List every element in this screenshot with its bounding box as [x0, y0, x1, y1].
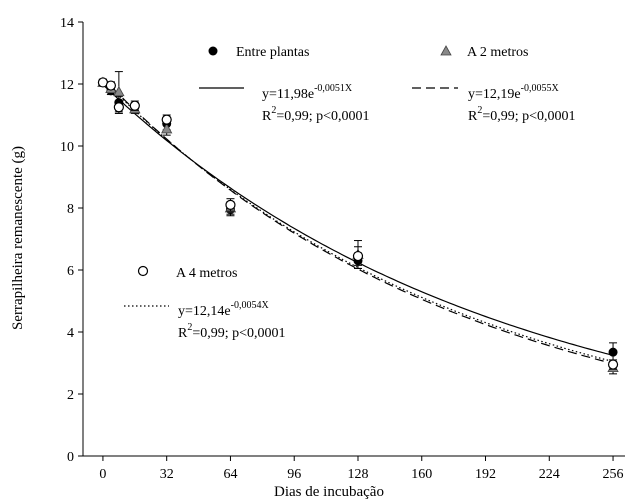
legend-r2-a-2-metros: R2=0,99; p<0,0001: [468, 105, 576, 124]
x-tick-label-96: 96: [287, 467, 301, 482]
point-s2-p4: [161, 114, 172, 125]
point-s2-p3: [129, 100, 140, 111]
legend-r2-entre-plantas: R2=0,99; p<0,0001: [262, 105, 370, 124]
point-s2-p6: [352, 250, 364, 262]
point-s2-p7: [607, 359, 619, 370]
point-s1-p4: [161, 123, 173, 134]
data-points: [97, 71, 619, 375]
legend-entry-a-4-metros: A 4 metros y=12,14e-0,0054X R2=0,99; p<0…: [124, 265, 286, 341]
legend-entry-entre-plantas: Entre plantas y=11,98e-0,0051X R2=0,99; …: [199, 45, 370, 124]
axes: 0 2 4 6 8 10 12 14 0 32 64 96 128 160 192 224 256: [60, 16, 625, 482]
x-axis-label: Dias de incubação: [274, 484, 384, 500]
legend-label-entre-plantas: Entre plantas: [236, 45, 309, 60]
y-axis-label: Serrapilheira remanescente (g): [10, 146, 26, 330]
y-tick-label-10: 10: [60, 140, 74, 155]
point-s2-p1: [105, 80, 116, 91]
legend-label-a-2-metros: A 2 metros: [467, 45, 528, 60]
legend-equation-a-4-metros: y=12,14e-0,0054X: [178, 300, 269, 319]
legend-equation-entre-plantas: y=11,98e-0,0051X: [262, 83, 353, 102]
y-tick-label-6: 6: [67, 264, 74, 279]
y-tick-label-2: 2: [67, 388, 74, 403]
legend-marker-entre-plantas: [208, 46, 218, 56]
legend-equation-a-2-metros: y=12,19e-0,0055X: [468, 83, 559, 102]
x-tick-label-224: 224: [539, 467, 560, 482]
point-s1-p2: [113, 85, 125, 97]
x-tick-label-0: 0: [99, 467, 106, 482]
legend-marker-a-4-metros: [137, 265, 149, 277]
y-tick-label-14: 14: [60, 16, 74, 31]
point-s2-p2: [113, 102, 124, 113]
legend-entry-a-2-metros: A 2 metros y=12,19e-0,0055X R2=0,99; p<0…: [412, 45, 576, 124]
legend-label-a-4-metros: A 4 metros: [176, 266, 237, 281]
x-tick-label-128: 128: [347, 467, 368, 482]
legend-marker-a-2-metros: [440, 45, 452, 56]
y-tick-label-0: 0: [67, 450, 74, 465]
y-tick-label-4: 4: [67, 326, 74, 341]
legend-r2-a-4-metros: R2=0,99; p<0,0001: [178, 322, 286, 341]
point-s2-p5: [225, 199, 236, 210]
x-tick-label-256: 256: [603, 467, 624, 482]
x-tick-label-192: 192: [475, 467, 496, 482]
y-tick-label-8: 8: [67, 202, 74, 217]
x-tick-label-160: 160: [411, 467, 432, 482]
x-tick-label-64: 64: [223, 467, 237, 482]
fit-curve-series-1: [102, 77, 614, 365]
point-s0-p7: [608, 347, 618, 357]
y-tick-label-12: 12: [60, 78, 74, 93]
x-tick-label-32: 32: [160, 467, 174, 482]
